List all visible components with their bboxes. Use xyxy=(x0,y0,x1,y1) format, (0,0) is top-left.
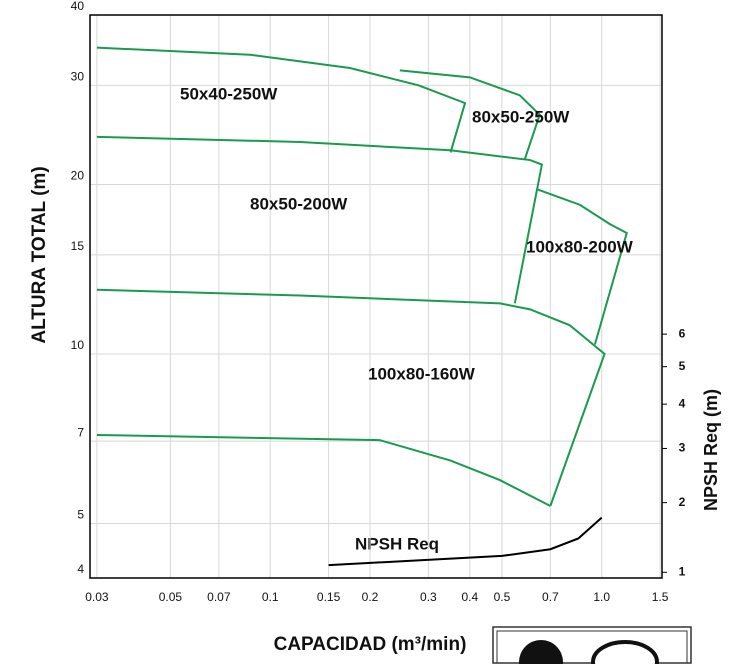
plot-frame xyxy=(89,14,663,579)
curve-label: 80x50-200W xyxy=(250,194,348,213)
y2-axis-label: NPSH Req (m) xyxy=(701,389,721,511)
x-tick-label: 0.15 xyxy=(317,590,341,604)
x-tick-label: 0.4 xyxy=(461,590,478,604)
curve xyxy=(328,516,603,567)
x-tick-label: 0.05 xyxy=(159,590,183,604)
curve xyxy=(96,135,544,304)
x-tick-label: 1.0 xyxy=(593,590,610,604)
curve xyxy=(96,433,551,507)
y2-tick-label: 6 xyxy=(679,326,686,340)
curve-label: 100x80-160W xyxy=(368,364,476,383)
curve xyxy=(96,288,606,507)
curve xyxy=(399,69,541,161)
logo xyxy=(492,626,692,664)
curve-label: 80x50-250W xyxy=(472,107,570,126)
curve-label: 50x40-250W xyxy=(180,84,278,103)
x-tick-label: 1.5 xyxy=(652,590,669,604)
x-tick-label: 0.07 xyxy=(207,590,231,604)
y-tick-label: 4 xyxy=(77,562,84,576)
y-axis-label: ALTURA TOTAL (m) xyxy=(29,166,50,343)
x-tick-label: 0.03 xyxy=(85,590,109,604)
y2-tick-label: 4 xyxy=(679,396,686,410)
y2-tick-label: 2 xyxy=(679,495,686,509)
x-tick-label: 0.1 xyxy=(262,590,279,604)
y2-tick-label: 3 xyxy=(679,441,686,455)
grid xyxy=(90,14,662,579)
annotation: NPSH Req xyxy=(355,534,439,553)
x-tick-label: 0.3 xyxy=(420,590,437,604)
y-tick-label: 10 xyxy=(71,338,85,352)
x-tick-label: 0.7 xyxy=(542,590,559,604)
y-tick-label: 15 xyxy=(71,239,85,253)
x-tick-label: 0.2 xyxy=(362,590,379,604)
y-tick-label: 20 xyxy=(71,169,85,183)
y-tick-label: 40 xyxy=(71,0,85,13)
y2-tick-label: 5 xyxy=(679,359,686,373)
curve-label: 100x80-200W xyxy=(526,237,634,256)
curve xyxy=(96,46,467,153)
y2-tick-label: 1 xyxy=(679,564,686,578)
curve xyxy=(537,188,628,345)
x-tick-label: 0.5 xyxy=(494,590,511,604)
y-tick-label: 30 xyxy=(71,70,85,84)
x-axis-label: CAPACIDAD (m³/min) xyxy=(274,634,467,655)
y-tick-label: 7 xyxy=(77,425,84,439)
y-tick-label: 5 xyxy=(77,508,84,522)
